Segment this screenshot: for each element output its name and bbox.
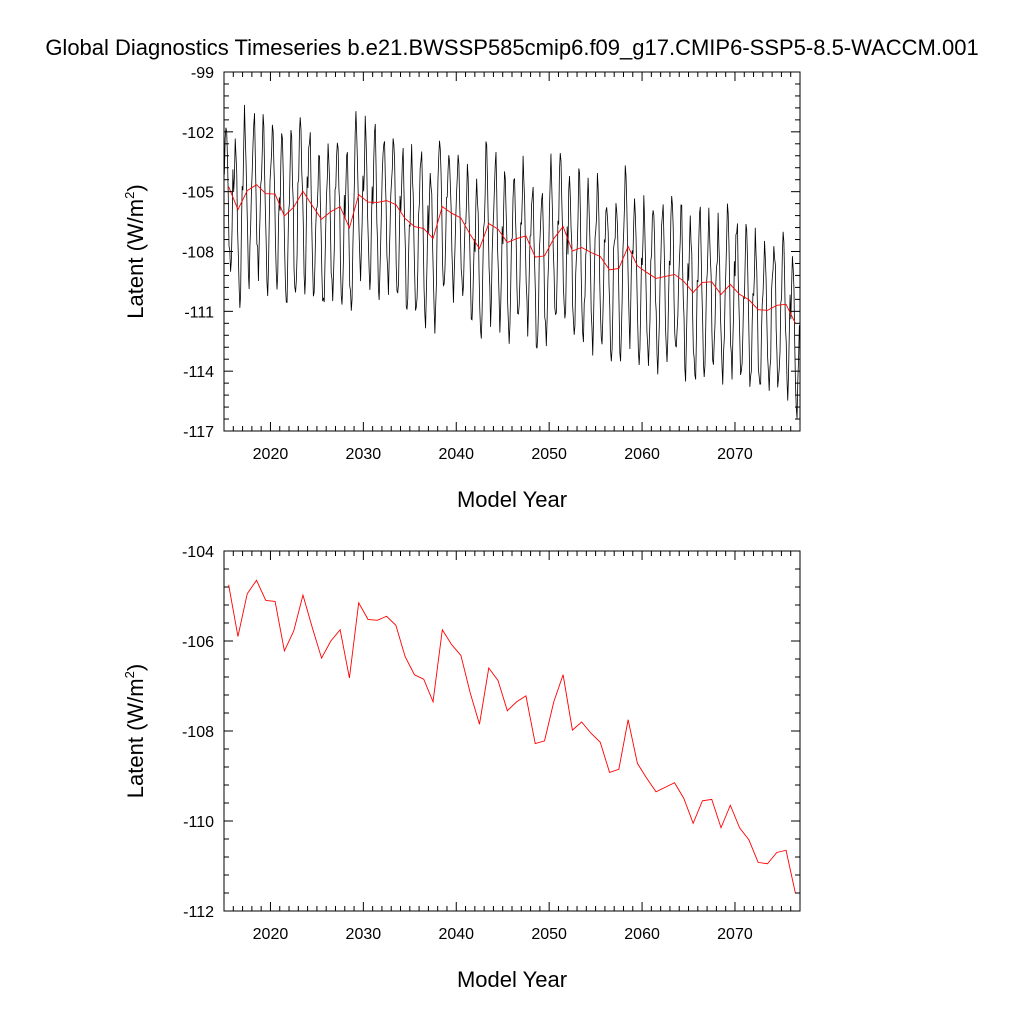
top-x-tick-label: 2040 [438, 446, 474, 463]
top-x-axis-label: Model Year [457, 487, 567, 512]
bottom-panel: 2020 2030 2040 2050 2060 2070 -112 -110 -108 -106… [122, 544, 801, 992]
bottom-y-tick-label: -106 [182, 634, 214, 651]
bottom-series-annual-line [228, 579, 796, 894]
top-y-tick-label: -102 [182, 125, 214, 142]
top-axes-frame [223, 71, 801, 432]
bottom-axes-frame [223, 550, 801, 912]
bottom-x-tick-label: 2070 [717, 926, 753, 943]
top-series-monthly-line [224, 104, 800, 419]
top-y-tick-label: -114 [183, 364, 214, 381]
bottom-x-tick-label: 2050 [531, 926, 567, 943]
top-x-tick-label: 2020 [253, 446, 289, 463]
top-x-tick-label: 2030 [346, 446, 382, 463]
top-y-axis-label: Latent (W/m2) [122, 184, 148, 318]
top-y-tick-label: -117 [183, 424, 214, 441]
bottom-plot-area [228, 579, 796, 894]
top-x-tick-label: 2060 [624, 446, 660, 463]
top-plot-area [224, 104, 800, 419]
bottom-x-tick-label: 2030 [346, 926, 382, 943]
bottom-x-tick-label: 2040 [438, 926, 474, 943]
top-panel: 2020 2030 2040 2050 2060 2070 -117 -114 -111 -108… [122, 65, 801, 512]
figure-title: Global Diagnostics Timeseries b.e21.BWSS… [45, 35, 978, 60]
top-y-tick-label: -111 [184, 304, 214, 321]
bottom-x-tick-label: 2020 [253, 926, 289, 943]
bottom-y-axis-label: Latent (W/m2) [122, 664, 148, 798]
top-y-tick-label: -105 [182, 185, 214, 202]
top-y-tick-label: -99 [191, 65, 214, 82]
top-x-tick-label: 2050 [531, 446, 567, 463]
top-x-tick-label: 2070 [717, 446, 753, 463]
bottom-y-tick-label: -110 [183, 814, 214, 831]
bottom-y-tick-label: -104 [182, 544, 214, 561]
top-series-annual-line [228, 184, 796, 324]
bottom-x-axis-label: Model Year [457, 967, 567, 992]
bottom-y-tick-label: -108 [182, 724, 214, 741]
top-y-tick-label: -108 [182, 245, 214, 262]
bottom-y-tick-label: -112 [183, 904, 214, 921]
bottom-x-tick-label: 2060 [624, 926, 660, 943]
